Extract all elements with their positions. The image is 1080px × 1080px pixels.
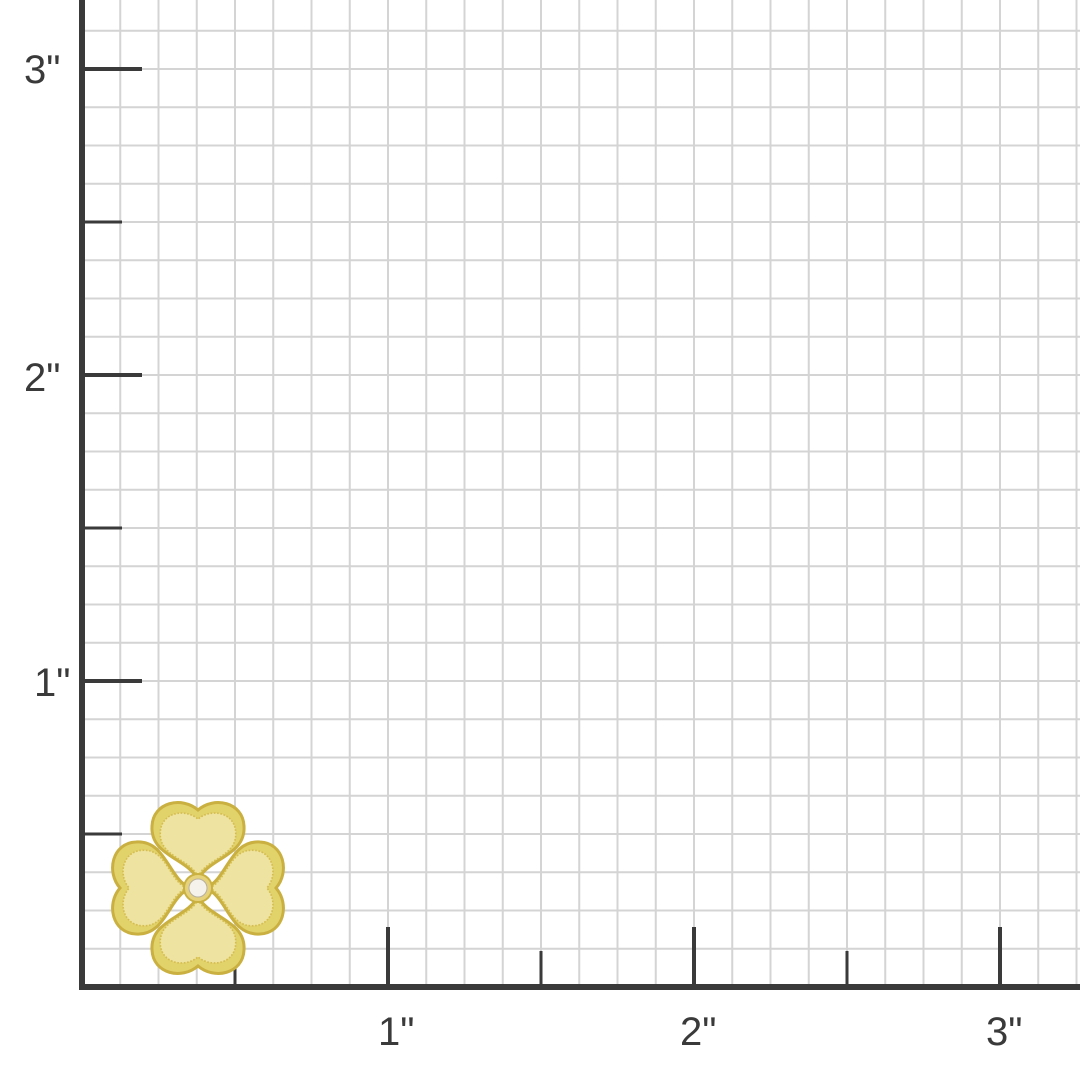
- clover-petal-inner: [159, 812, 237, 879]
- clover-petal-inner: [122, 849, 189, 927]
- y-label-3: 3": [24, 48, 61, 92]
- diamond-icon: [188, 878, 208, 898]
- x-label-3: 3": [986, 1010, 1023, 1054]
- x-label-2: 2": [680, 1010, 717, 1054]
- clover-petal-inner: [159, 897, 237, 964]
- y-label-2: 2": [24, 356, 61, 400]
- y-label-1: 1": [34, 661, 71, 705]
- x-label-1: 1": [378, 1010, 415, 1054]
- clover-petal-inner: [207, 849, 274, 927]
- four-leaf-clover-pendant: [111, 801, 285, 975]
